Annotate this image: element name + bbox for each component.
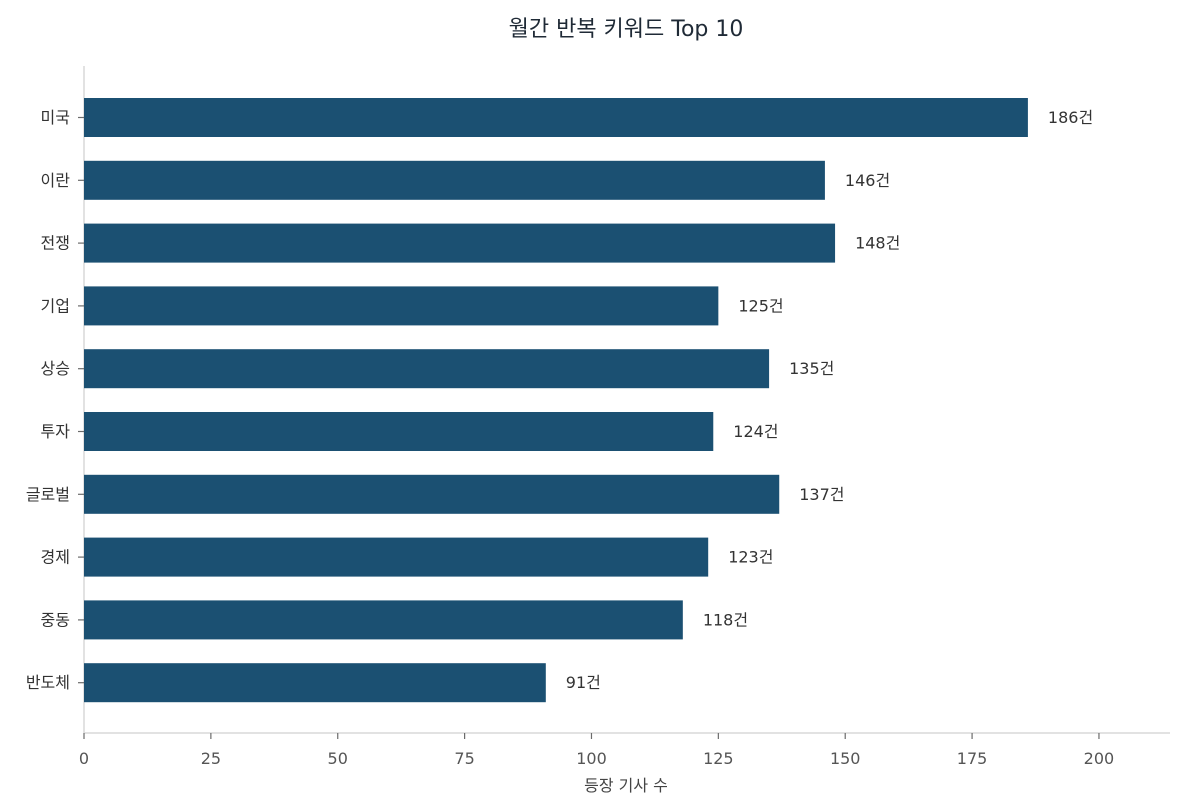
x-ticks-group: 0 25 50 75 100 125 150 175 200	[79, 733, 1114, 768]
bar-value-label: 186건	[1048, 108, 1093, 127]
bar-value-label: 146건	[845, 171, 890, 190]
bar-value-label: 123건	[728, 548, 773, 567]
chart-title: 월간 반복 키워드 Top 10	[509, 17, 744, 42]
x-tick-label: 175	[957, 749, 988, 768]
bar-value-label: 118건	[703, 610, 748, 629]
bar	[84, 160, 825, 200]
bar-value-label: 124건	[733, 422, 778, 441]
category-label: 전쟁	[41, 234, 70, 253]
category-label: 이란	[41, 171, 71, 190]
bar-value-label: 137건	[799, 485, 844, 504]
x-tick-label: 25	[201, 749, 221, 768]
x-tick-label: 0	[79, 749, 89, 768]
bar	[84, 286, 719, 326]
bar-value-label: 148건	[855, 234, 900, 253]
category-label: 투자	[41, 422, 71, 441]
x-tick-label: 50	[328, 749, 348, 768]
category-label: 미국	[41, 108, 70, 127]
bar-value-label: 125건	[738, 296, 783, 315]
category-label: 글로벌	[26, 485, 70, 504]
bar-value-label: 135건	[789, 359, 834, 378]
bar	[84, 600, 683, 640]
x-tick-label: 75	[454, 749, 474, 768]
x-tick-label: 100	[576, 749, 607, 768]
bar	[84, 412, 714, 451]
category-label: 반도체	[26, 673, 70, 692]
x-tick-label: 150	[830, 749, 861, 768]
bar	[84, 474, 780, 514]
x-axis-label: 등장 기사 수	[584, 776, 668, 795]
bar	[84, 537, 709, 577]
category-label: 중동	[41, 610, 70, 629]
bar	[84, 223, 836, 263]
x-tick-label: 200	[1084, 749, 1115, 768]
bar-value-label: 91건	[566, 673, 601, 692]
bar	[84, 98, 1028, 137]
x-tick-label: 125	[703, 749, 734, 768]
category-label: 기업	[41, 296, 70, 315]
data-labels-group: 186건 146건 148건 125건 135건 124건 137건 123건 118건 91건	[566, 108, 1093, 692]
category-label: 경제	[41, 548, 70, 567]
bar	[84, 349, 770, 389]
bar	[84, 663, 546, 703]
category-label: 상승	[41, 359, 70, 378]
bars-group	[84, 98, 1028, 703]
